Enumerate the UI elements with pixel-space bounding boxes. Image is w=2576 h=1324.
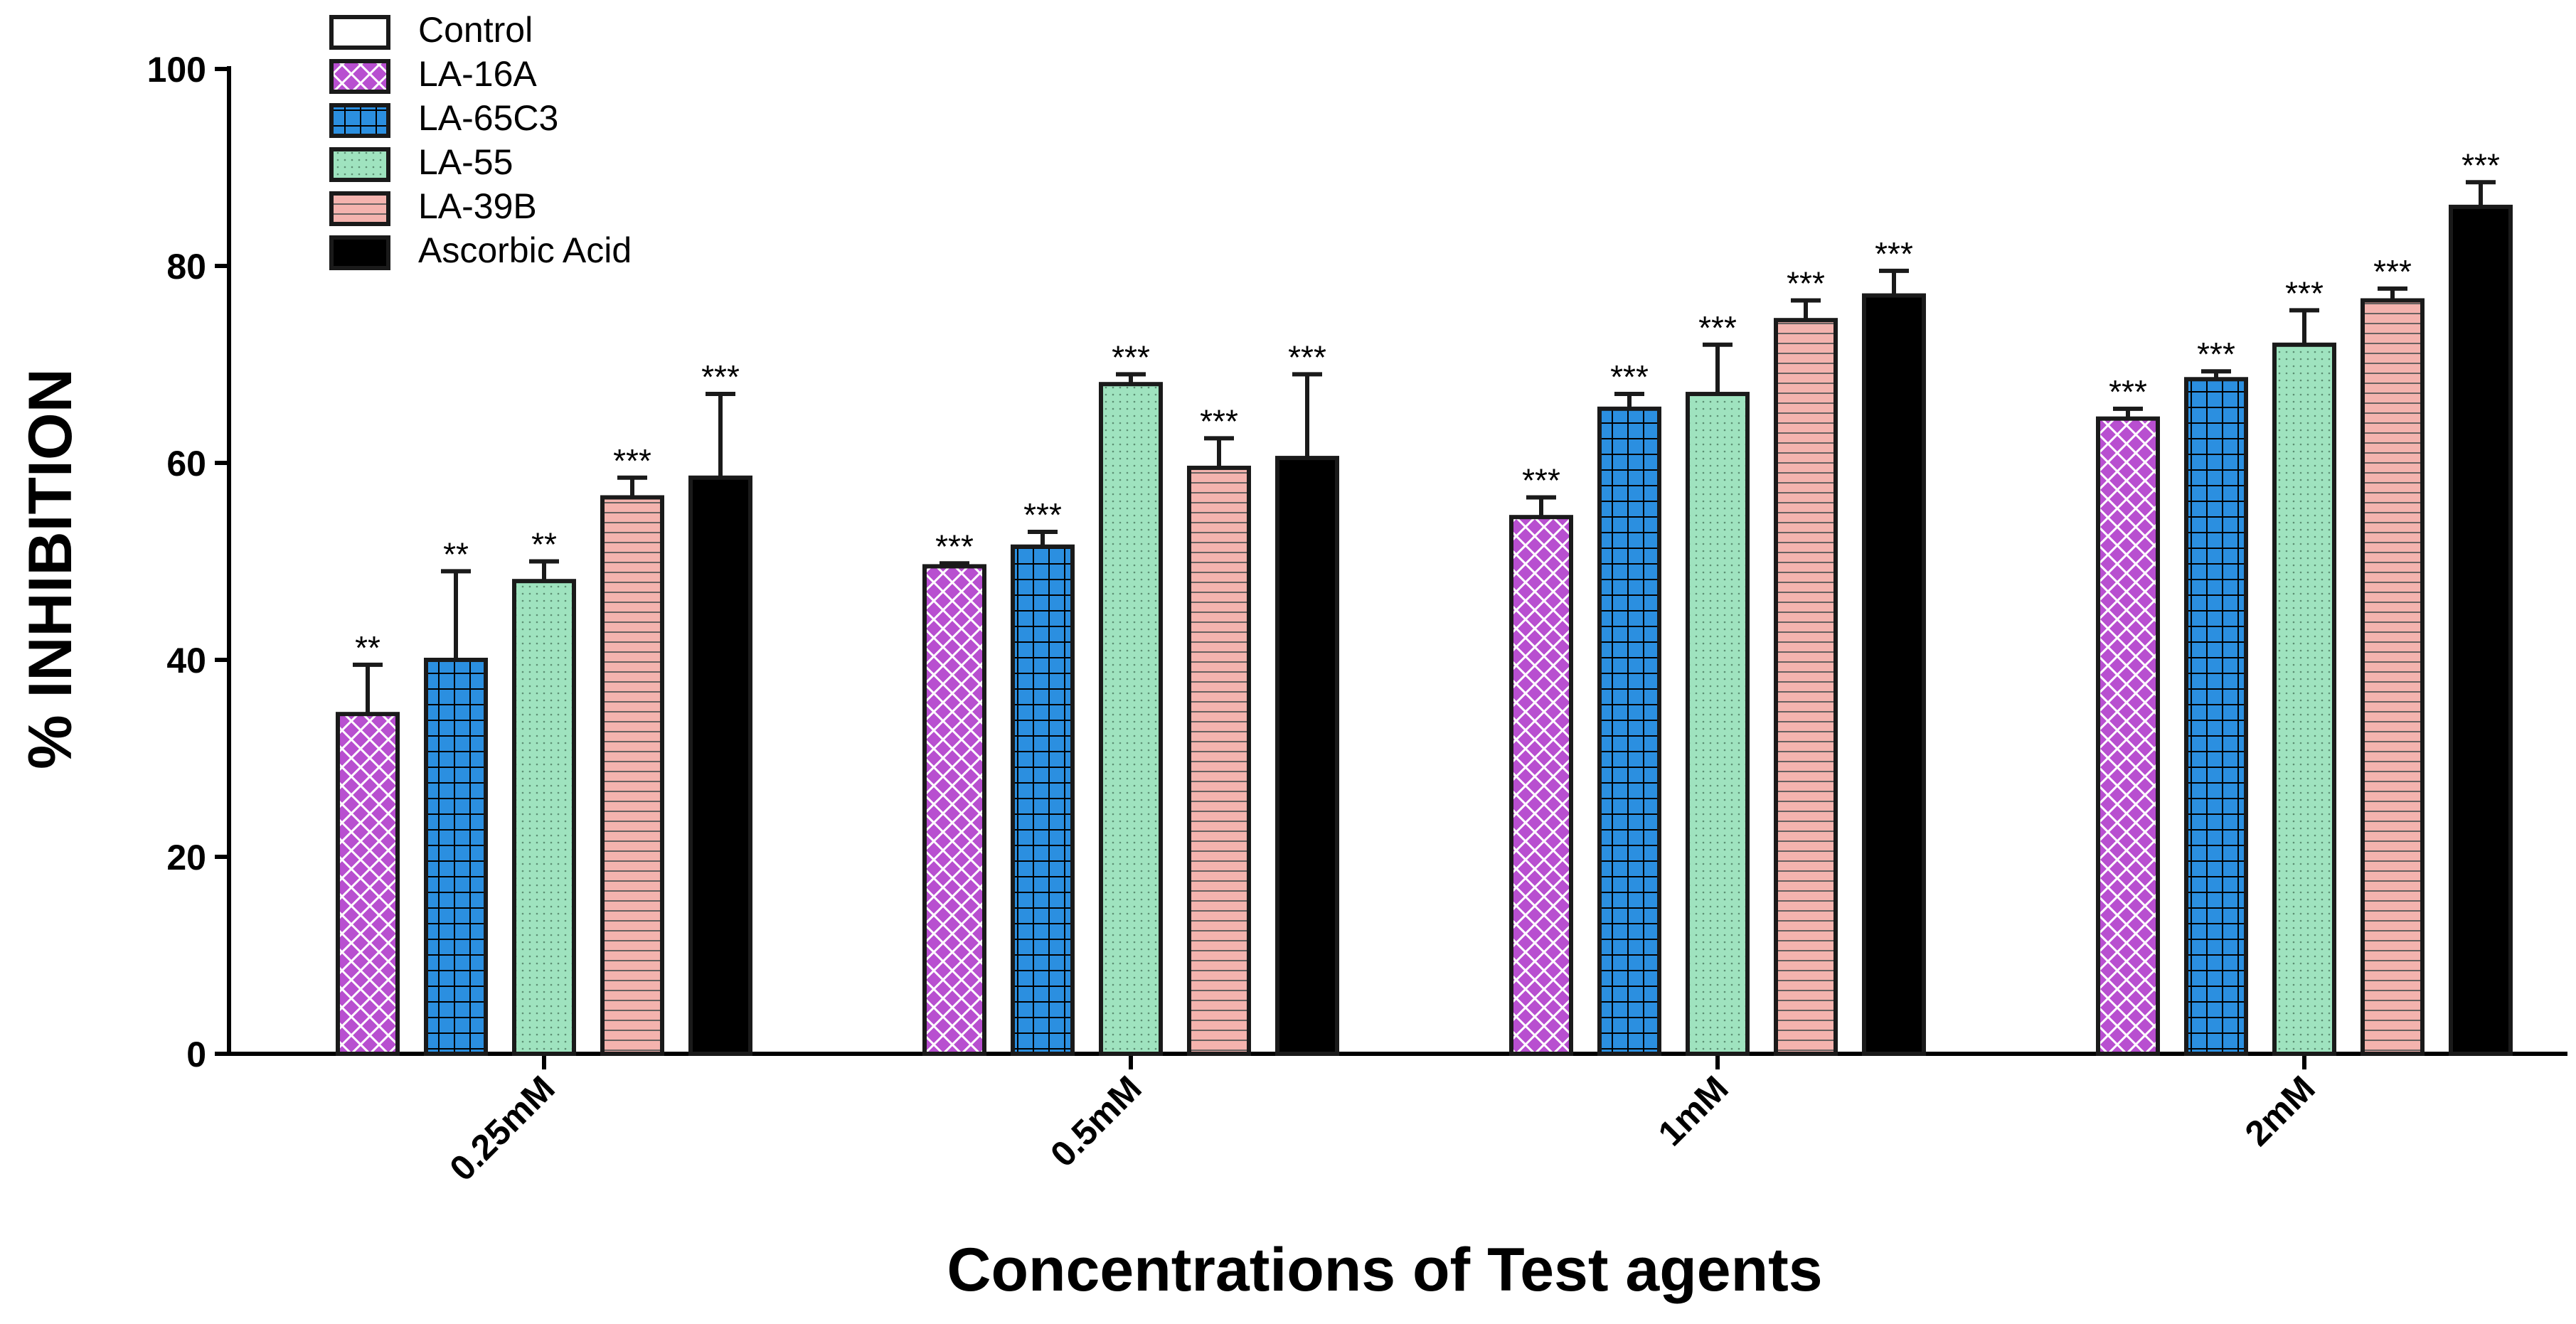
bar <box>2096 416 2160 1056</box>
y-tick-label: 40 <box>166 641 206 680</box>
legend-label: Control <box>418 10 533 50</box>
significance-label: *** <box>1200 402 1238 439</box>
legend-swatch <box>329 191 390 226</box>
bar <box>1187 465 1251 1056</box>
legend-swatch <box>329 103 390 138</box>
legend-label: LA-65C3 <box>418 98 558 138</box>
significance-label: *** <box>701 358 740 395</box>
legend-swatch <box>329 59 390 94</box>
significance-label: *** <box>1522 461 1560 498</box>
legend-swatch <box>329 147 390 182</box>
significance-label: *** <box>1787 265 1825 301</box>
significance-label: *** <box>1288 338 1326 375</box>
bar <box>1686 392 1750 1056</box>
bar <box>1862 293 1926 1056</box>
legend-swatch <box>329 235 390 270</box>
x-tick-label: 1mM <box>1651 1068 1736 1153</box>
bar <box>1597 406 1661 1056</box>
y-tick-label: 100 <box>147 50 206 90</box>
legend-swatch <box>329 15 390 50</box>
y-tick-label: 80 <box>166 247 206 287</box>
bar <box>2449 204 2513 1056</box>
bar <box>1275 456 1339 1056</box>
x-axis-label: Concentrations of Test agents <box>947 1236 1822 1304</box>
x-tick-label: 2mM <box>2237 1068 2323 1153</box>
significance-label: *** <box>1610 358 1649 395</box>
legend-label: Ascorbic Acid <box>418 230 632 270</box>
significance-label: *** <box>2285 274 2324 311</box>
bar <box>2361 298 2425 1057</box>
bar <box>922 564 986 1056</box>
y-axis-label: % INHIBITION <box>16 368 85 769</box>
significance-label: *** <box>2197 336 2235 373</box>
legend-label: LA-55 <box>418 142 513 182</box>
bar <box>424 658 488 1056</box>
significance-label: ** <box>531 526 557 563</box>
bar <box>1509 515 1573 1056</box>
bar <box>336 712 400 1056</box>
significance-label: *** <box>1023 496 1062 533</box>
bar <box>2184 377 2248 1056</box>
significance-label: *** <box>2373 253 2412 290</box>
y-tick-label: 0 <box>186 1035 206 1074</box>
significance-label: ** <box>355 629 380 666</box>
bar <box>512 579 576 1056</box>
bar <box>1774 318 1838 1056</box>
x-tick-label: 0.5mM <box>1043 1068 1149 1175</box>
significance-label: *** <box>2109 373 2147 410</box>
significance-label: *** <box>2461 146 2500 183</box>
legend-label: LA-16A <box>418 54 537 94</box>
significance-label: *** <box>1112 338 1150 375</box>
bar <box>600 495 664 1056</box>
significance-label: *** <box>1875 235 1913 272</box>
bar <box>1011 544 1075 1056</box>
significance-label: *** <box>935 528 974 565</box>
y-tick-label: 20 <box>166 838 206 877</box>
significance-label: *** <box>1698 309 1737 346</box>
bar <box>2272 342 2336 1056</box>
y-tick-label: 60 <box>166 444 206 484</box>
legend-label: LA-39B <box>418 186 537 226</box>
significance-label: ** <box>443 535 469 572</box>
legend: ControlLA-16ALA-65C3LA-55LA-39BAscorbic … <box>329 10 632 270</box>
bar <box>688 475 752 1056</box>
bar <box>1099 382 1163 1056</box>
x-tick-label: 0.25mM <box>442 1068 562 1188</box>
significance-label: *** <box>613 442 651 479</box>
